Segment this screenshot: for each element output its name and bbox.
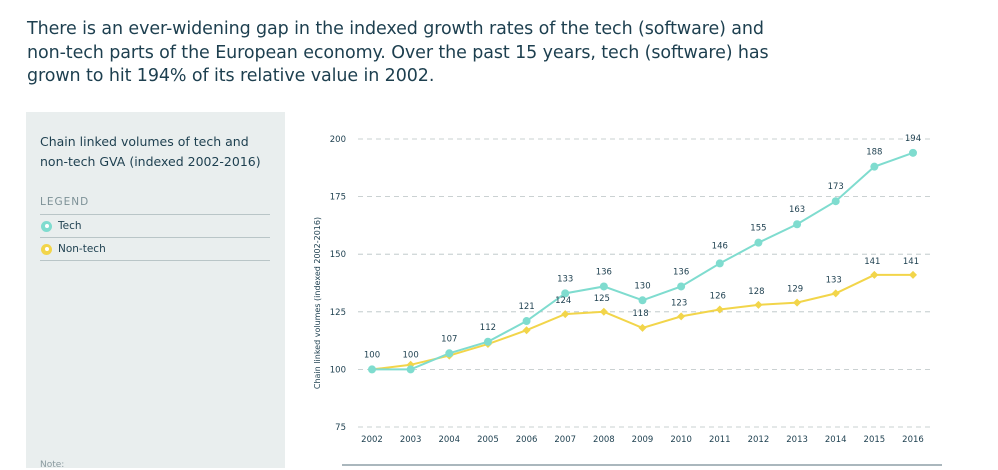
non-tech-point-2016 bbox=[909, 270, 917, 279]
tech-point-2014 bbox=[831, 197, 840, 206]
tech-data-label-2007: 133 bbox=[557, 274, 573, 284]
non-tech-data-label-2007: 124 bbox=[555, 296, 571, 306]
tech-data-label-2012: 155 bbox=[750, 224, 766, 234]
non-tech-point-2014 bbox=[831, 289, 840, 298]
tech-data-label-2008: 136 bbox=[596, 267, 612, 277]
tech-point-2005 bbox=[483, 337, 492, 346]
non-tech-data-label-2013: 129 bbox=[787, 285, 803, 295]
x-tick-label-2002: 2002 bbox=[361, 435, 383, 445]
non-tech-point-2008 bbox=[599, 307, 608, 316]
tech-point-2006 bbox=[522, 317, 531, 326]
non-tech-data-label-2012: 128 bbox=[748, 287, 764, 297]
non-tech-point-2011 bbox=[715, 305, 724, 314]
non-tech-point-2010 bbox=[677, 312, 686, 321]
non-tech-data-label-2011: 126 bbox=[710, 291, 726, 301]
tech-data-label-2005: 112 bbox=[480, 323, 496, 333]
y-axis-label: Chain linked volumes (indexed 2002-2016) bbox=[313, 217, 322, 389]
tech-data-label-2011: 146 bbox=[712, 241, 728, 251]
y-tick-label-150: 150 bbox=[330, 250, 346, 260]
tech-data-label-2016: 194 bbox=[905, 134, 921, 144]
non-tech-data-label-2010: 123 bbox=[671, 298, 687, 308]
y-tick-label-175: 175 bbox=[330, 193, 346, 203]
x-tick-label-2007: 2007 bbox=[554, 435, 576, 445]
x-tick-label-2012: 2012 bbox=[748, 435, 770, 445]
tech-point-2012 bbox=[754, 238, 763, 247]
tech-point-2004 bbox=[445, 349, 454, 358]
x-tick-label-2010: 2010 bbox=[670, 435, 692, 445]
tech-point-2015 bbox=[870, 162, 879, 171]
legend-heading: LEGEND bbox=[40, 196, 90, 208]
non-tech-point-2012 bbox=[754, 300, 763, 309]
tech-data-label-2013: 163 bbox=[789, 205, 805, 215]
tech-point-2002 bbox=[368, 365, 376, 374]
non-tech-data-label-2014: 133 bbox=[826, 275, 842, 285]
x-tick-label-2015: 2015 bbox=[864, 435, 886, 445]
tech-data-label-2003: 100 bbox=[403, 350, 419, 360]
tech-swatch-icon bbox=[41, 220, 52, 232]
chart-sidebar: Chain linked volumes of tech and non-tec… bbox=[26, 112, 285, 470]
non-tech-point-2006 bbox=[522, 326, 531, 335]
x-tick-label-2005: 2005 bbox=[477, 435, 499, 445]
x-tick-label-2016: 2016 bbox=[902, 435, 924, 445]
tech-data-label-2010: 136 bbox=[673, 267, 689, 277]
x-tick-label-2011: 2011 bbox=[709, 435, 731, 445]
non-tech-swatch-icon bbox=[41, 243, 52, 255]
page-headline: There is an ever-widening gap in the ind… bbox=[27, 19, 769, 86]
y-tick-label-100: 100 bbox=[330, 365, 346, 375]
non-tech-data-label-2016: 141 bbox=[903, 257, 919, 267]
tech-point-2008 bbox=[599, 282, 608, 291]
tech-data-label-2014: 173 bbox=[828, 182, 844, 192]
tech-data-label-2009: 130 bbox=[634, 281, 650, 291]
legend-item-non-tech[interactable]: Non-tech bbox=[40, 237, 270, 261]
x-tick-label-2008: 2008 bbox=[593, 435, 615, 445]
x-tick-label-2014: 2014 bbox=[825, 435, 847, 445]
tech-data-label-2002: 100 bbox=[364, 350, 380, 360]
non-tech-point-2015 bbox=[870, 270, 879, 279]
tech-point-2011 bbox=[715, 259, 724, 268]
tech-data-label-2004: 107 bbox=[441, 334, 457, 344]
note-label: Note: bbox=[40, 460, 65, 470]
non-tech-data-label-2009: 118 bbox=[632, 309, 648, 319]
tech-data-label-2006: 121 bbox=[518, 302, 534, 312]
tech-point-2007 bbox=[561, 289, 570, 298]
tech-point-2013 bbox=[793, 220, 802, 229]
x-tick-label-2009: 2009 bbox=[632, 435, 654, 445]
legend-item-tech[interactable]: Tech bbox=[40, 214, 270, 237]
line-chart: 75 100 125 150 175 200 Chain linked volumes (i… bbox=[313, 134, 942, 466]
x-tick-label-2013: 2013 bbox=[786, 435, 808, 445]
non-tech-point-2009 bbox=[638, 323, 647, 332]
tech-point-2010 bbox=[677, 282, 686, 291]
chart-title: Chain linked volumes of tech and non-tec… bbox=[40, 134, 261, 169]
legend-label-non-tech: Non-tech bbox=[58, 243, 106, 255]
x-tick-label-2006: 2006 bbox=[516, 435, 538, 445]
tech-point-2016 bbox=[909, 148, 917, 157]
non-tech-data-label-2015: 141 bbox=[864, 257, 880, 267]
non-tech-point-2007 bbox=[561, 310, 570, 319]
y-tick-label-125: 125 bbox=[330, 308, 346, 318]
chart-area: 75 100 125 150 175 200 Chain linked volumes (i… bbox=[298, 112, 946, 468]
non-tech-data-label-2008: 125 bbox=[594, 294, 610, 304]
x-tick-label-2004: 2004 bbox=[438, 435, 460, 445]
non-tech-point-2013 bbox=[793, 298, 802, 307]
legend-label-tech: Tech bbox=[58, 220, 82, 232]
tech-point-2003 bbox=[406, 365, 415, 374]
tech-point-2009 bbox=[638, 296, 647, 305]
y-tick-label-75: 75 bbox=[335, 423, 346, 433]
y-tick-label-200: 200 bbox=[330, 135, 346, 145]
tech-data-label-2015: 188 bbox=[866, 148, 882, 158]
x-tick-label-2003: 2003 bbox=[400, 435, 422, 445]
